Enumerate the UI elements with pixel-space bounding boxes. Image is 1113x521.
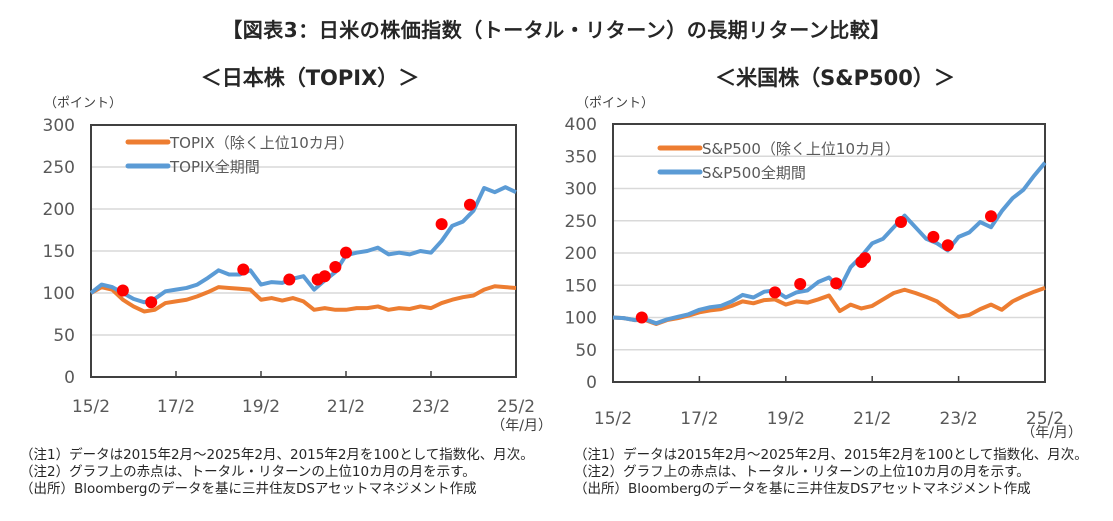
plot-frame	[90, 124, 517, 378]
x-unit-label: （年/月）	[1021, 425, 1082, 440]
top-month-marker	[941, 239, 954, 252]
x-tick-label: 15/2	[72, 397, 110, 417]
x-tick-label: 21/2	[327, 397, 365, 417]
y-tick-label: 250	[43, 158, 75, 178]
chart-title-topix: ＜日本株（TOPIX）＞	[200, 66, 420, 90]
footnotes-right: （注1）データは2015年2月～2025年2月、2015年2月を100として指数…	[574, 447, 1088, 498]
top-month-marker	[985, 210, 997, 223]
y-tick-label: 100	[43, 284, 75, 304]
top-month-marker	[769, 286, 781, 299]
x-tick-label: 25/2	[1026, 409, 1064, 429]
x-tick-label: 19/2	[242, 397, 280, 417]
top-month-marker	[145, 296, 158, 309]
top-month-marker	[116, 284, 129, 297]
footnotes-left: （注1）データは2015年2月～2025年2月、2015年2月を100として指数…	[20, 447, 534, 498]
footnote-1: （注1）データは2015年2月～2025年2月、2015年2月を100として指数…	[20, 447, 534, 463]
top-month-marker	[859, 252, 871, 265]
y-tick-label: 350	[565, 147, 597, 167]
chart-title-sp500: ＜米国株（S&P500）＞	[715, 66, 955, 90]
top-month-marker	[329, 260, 342, 273]
y-tick-label: 400	[565, 115, 597, 135]
y-tick-label: 100	[565, 309, 597, 329]
x-tick-label: 25/2	[497, 397, 535, 417]
y-tick-label: 150	[565, 276, 597, 296]
topix-chart: 0 50 100 150 200 250 300 15/2 17/2 19/2 21/2 23/2 25…	[43, 116, 552, 434]
y-tick-label: 50	[53, 326, 75, 346]
footnote-source: （出所）Bloombergのデータを基に三井住友DSアセットマネジメント作成	[20, 481, 477, 497]
top-month-marker	[318, 270, 331, 283]
top-month-marker	[463, 198, 476, 211]
footnote-1: （注1）データは2015年2月～2025年2月、2015年2月を100として指数…	[574, 447, 1088, 463]
top-month-marker	[927, 230, 940, 243]
top-month-marker	[794, 277, 807, 290]
y-tick-label: 200	[43, 200, 75, 220]
top-month-marker	[237, 263, 250, 276]
x-tick-label: 23/2	[940, 409, 978, 429]
x-tick-label: 17/2	[680, 409, 718, 429]
y-tick-label: 50	[575, 341, 597, 361]
full-period-series-line	[89, 185, 517, 305]
top-month-marker	[283, 273, 296, 286]
y-tick-label: 0	[64, 368, 75, 388]
top-month-marker	[830, 277, 843, 290]
x-tick-label: 23/2	[412, 397, 450, 417]
y-tick-label: 150	[43, 242, 75, 262]
y-tick-label: 200	[565, 244, 597, 264]
sp500-chart: 0 50 100 150 200 250 300 350 400 15/2 17/2 19/2 21/2…	[565, 115, 1082, 440]
y-tick-label: 300	[565, 180, 597, 200]
x-tick-label: 19/2	[767, 409, 805, 429]
x-tick-label: 21/2	[853, 409, 891, 429]
legend-label: S&P500（除く上位10カ月）	[702, 140, 900, 158]
footnote-2: （注2）グラフ上の赤点は、トータル・リターンの上位10カ月の月を示す。	[574, 464, 1030, 480]
plot-frame	[612, 123, 1046, 383]
footnote-2: （注2）グラフ上の赤点は、トータル・リターンの上位10カ月の月を示す。	[20, 464, 476, 480]
legend-label: S&P500全期間	[702, 164, 806, 182]
legend-label: TOPIX全期間	[169, 158, 260, 176]
y-unit-label-topix: （ポイント）	[44, 96, 123, 111]
y-tick-label: 300	[43, 116, 75, 136]
y-unit-label-sp500: （ポイント）	[576, 96, 655, 111]
top-month-marker	[895, 216, 907, 229]
full-period-series-line	[612, 161, 1047, 326]
top-month-marker	[340, 246, 352, 259]
x-tick-label: 17/2	[157, 397, 195, 417]
top-month-marker	[635, 311, 648, 324]
footnote-source: （出所）Bloombergのデータを基に三井住友DSアセットマネジメント作成	[574, 481, 1031, 497]
top-month-marker	[435, 218, 448, 231]
x-unit-label: （年/月）	[491, 418, 552, 434]
y-tick-label: 0	[586, 373, 597, 393]
legend-label: TOPIX（除く上位10カ月）	[169, 134, 354, 152]
figure-title: 【図表3：日米の株価指数（トータル・リターン）の長期リターン比較】	[222, 18, 891, 42]
excluded-series-line	[90, 284, 517, 314]
x-tick-label: 15/2	[594, 409, 632, 429]
y-tick-label: 250	[565, 212, 597, 232]
